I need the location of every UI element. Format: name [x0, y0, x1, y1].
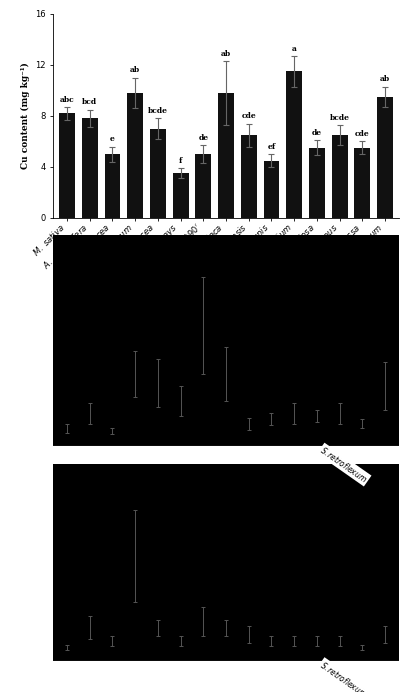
- Text: de: de: [198, 134, 208, 142]
- Bar: [173, 173, 189, 218]
- Bar: [150, 383, 166, 446]
- Text: f: f: [179, 157, 182, 165]
- Bar: [82, 628, 98, 661]
- Bar: [150, 628, 166, 661]
- Bar: [354, 148, 370, 218]
- Bar: [195, 621, 211, 661]
- Text: de: de: [312, 129, 322, 137]
- Bar: [195, 326, 211, 446]
- Bar: [59, 113, 75, 218]
- Text: ab: ab: [130, 66, 140, 75]
- Bar: [82, 413, 98, 446]
- Bar: [309, 416, 325, 446]
- Text: ab: ab: [380, 75, 390, 83]
- Bar: [59, 648, 75, 661]
- Text: a: a: [292, 45, 297, 53]
- Text: $\it{S. retroflexum}$: $\it{S. retroflexum}$: [319, 444, 370, 485]
- Bar: [104, 641, 120, 661]
- Bar: [286, 71, 302, 218]
- Bar: [127, 556, 143, 661]
- Y-axis label: Cu content (mg kg⁻¹): Cu content (mg kg⁻¹): [21, 62, 30, 170]
- Text: $\it{S. retroflexum}$: $\it{S. retroflexum}$: [319, 659, 370, 692]
- Bar: [263, 641, 279, 661]
- Text: bcd: bcd: [82, 98, 97, 107]
- Bar: [309, 148, 325, 218]
- Text: bcde: bcde: [148, 107, 168, 116]
- Bar: [354, 424, 370, 446]
- Bar: [82, 118, 98, 218]
- Bar: [195, 154, 211, 218]
- Text: e: e: [110, 136, 115, 143]
- Bar: [127, 374, 143, 446]
- Bar: [332, 413, 348, 446]
- Bar: [377, 635, 393, 661]
- Text: cde: cde: [355, 130, 370, 138]
- Bar: [150, 129, 166, 218]
- Text: bcde: bcde: [330, 113, 350, 122]
- Text: ab: ab: [221, 50, 231, 58]
- Bar: [218, 93, 234, 218]
- Bar: [377, 386, 393, 446]
- Bar: [286, 641, 302, 661]
- Text: abc: abc: [60, 95, 74, 104]
- Bar: [377, 97, 393, 218]
- Bar: [241, 635, 257, 661]
- Bar: [309, 641, 325, 661]
- Bar: [263, 161, 279, 218]
- Bar: [104, 431, 120, 446]
- Bar: [218, 374, 234, 446]
- Bar: [104, 154, 120, 218]
- Bar: [59, 428, 75, 446]
- Bar: [173, 641, 189, 661]
- Text: ef: ef: [267, 143, 276, 151]
- Bar: [127, 93, 143, 218]
- Bar: [173, 401, 189, 446]
- Bar: [332, 135, 348, 218]
- Bar: [218, 628, 234, 661]
- Bar: [263, 419, 279, 446]
- Bar: [241, 424, 257, 446]
- Bar: [332, 641, 348, 661]
- Bar: [286, 413, 302, 446]
- Bar: [241, 135, 257, 218]
- Bar: [354, 648, 370, 661]
- Text: cde: cde: [241, 112, 256, 120]
